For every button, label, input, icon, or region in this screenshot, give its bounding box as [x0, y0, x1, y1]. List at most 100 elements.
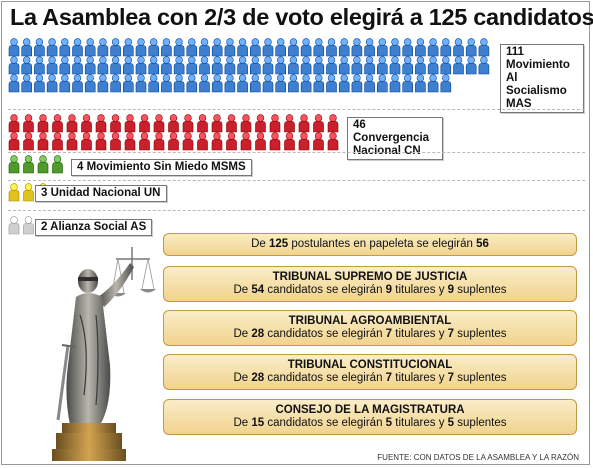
person-icon — [427, 74, 439, 93]
person-icon — [23, 132, 34, 151]
person-icon — [326, 38, 337, 57]
person-icon — [300, 74, 312, 93]
person-icon — [389, 74, 401, 93]
cn-label-line1: 46 Convergencia — [353, 119, 430, 144]
person-icon — [313, 132, 324, 151]
person-icon — [186, 74, 198, 93]
person-icon — [186, 56, 198, 75]
box-text: De 28 candidatos se elegirán 7 titulares… — [233, 372, 507, 384]
person-icon — [226, 114, 237, 133]
person-icon — [313, 38, 325, 57]
person-icon — [237, 56, 248, 75]
person-icon — [59, 38, 71, 57]
person-icon — [338, 74, 350, 93]
person-icon — [211, 114, 223, 133]
person-icon — [173, 74, 185, 93]
person-icon — [351, 38, 363, 57]
person-icon — [97, 38, 109, 57]
person-icon — [351, 74, 363, 93]
person-icon — [46, 74, 58, 93]
box-heading: TRIBUNAL CONSTITUCIONAL — [287, 359, 453, 371]
person-icon — [288, 56, 299, 75]
person-icon — [173, 38, 185, 57]
person-icon — [153, 114, 165, 133]
person-icon — [275, 56, 286, 75]
person-icon — [211, 56, 223, 75]
person-icon — [135, 56, 147, 75]
page-title: La Asamblea con 2/3 de voto elegirá a 12… — [10, 4, 593, 30]
person-icon — [478, 56, 490, 75]
mas-seat-icons — [8, 38, 490, 93]
person-icon — [327, 132, 339, 151]
person-icon — [377, 74, 388, 93]
person-icon — [37, 132, 49, 151]
person-icon — [52, 155, 63, 174]
box-heading: CONSEJO DE LA MAGISTRATURA — [275, 404, 465, 416]
person-icon — [110, 38, 121, 57]
person-icon — [262, 38, 274, 57]
box-total-postulantes: De 125 postulantes en papeleta se elegir… — [163, 233, 577, 256]
person-icon — [8, 114, 20, 133]
person-icon — [300, 38, 312, 57]
person-icon — [415, 74, 426, 93]
person-icon — [226, 132, 237, 151]
person-icon — [52, 114, 63, 133]
divider — [8, 180, 585, 181]
person-icon — [168, 132, 179, 151]
source-note: FUENTE: CON DATOS DE LA ASAMBLEA Y LA RA… — [377, 453, 579, 462]
box-tribunal-constitucional: TRIBUNAL CONSTITUCIONAL De 28 candidatos… — [163, 354, 577, 390]
person-icon — [46, 56, 58, 75]
person-icon — [440, 56, 452, 75]
person-icon — [364, 56, 375, 75]
person-icon — [327, 114, 339, 133]
person-icon — [440, 74, 452, 93]
person-icon — [66, 132, 78, 151]
person-icon — [211, 38, 223, 57]
person-icon — [262, 56, 274, 75]
msm-seat-icons — [8, 155, 63, 174]
person-icon — [34, 38, 45, 57]
person-icon — [95, 132, 107, 151]
person-icon — [148, 38, 159, 57]
person-icon — [84, 38, 96, 57]
person-icon — [161, 38, 172, 57]
person-icon — [415, 56, 426, 75]
mas-label-line1: 111 Movimiento — [506, 46, 570, 71]
person-icon — [427, 38, 439, 57]
person-icon — [351, 56, 363, 75]
person-icon — [123, 56, 134, 75]
person-icon — [250, 38, 261, 57]
person-icon — [298, 132, 310, 151]
person-icon — [389, 38, 401, 57]
box-tribunal-agroambiental: TRIBUNAL AGROAMBIENTAL De 28 candidatos … — [163, 310, 577, 346]
person-icon — [81, 132, 92, 151]
person-icon — [110, 56, 121, 75]
person-icon — [240, 114, 252, 133]
person-icon — [124, 132, 136, 151]
person-icon — [224, 74, 236, 93]
person-icon — [250, 56, 261, 75]
person-icon — [21, 74, 32, 93]
person-icon — [298, 114, 310, 133]
person-icon — [34, 74, 45, 93]
person-icon — [326, 74, 337, 93]
person-icon — [37, 155, 49, 174]
person-icon — [326, 56, 337, 75]
person-icon — [95, 114, 107, 133]
person-icon — [262, 74, 274, 93]
person-icon — [240, 132, 252, 151]
person-icon — [402, 56, 413, 75]
person-icon — [21, 56, 32, 75]
person-icon — [59, 56, 71, 75]
person-icon — [377, 38, 388, 57]
person-icon — [72, 74, 83, 93]
person-icon — [37, 114, 49, 133]
person-icon — [313, 56, 325, 75]
divider — [8, 109, 585, 110]
person-icon — [161, 56, 172, 75]
person-icon — [23, 114, 34, 133]
person-icon — [224, 56, 236, 75]
person-icon — [182, 114, 194, 133]
person-icon — [153, 132, 165, 151]
